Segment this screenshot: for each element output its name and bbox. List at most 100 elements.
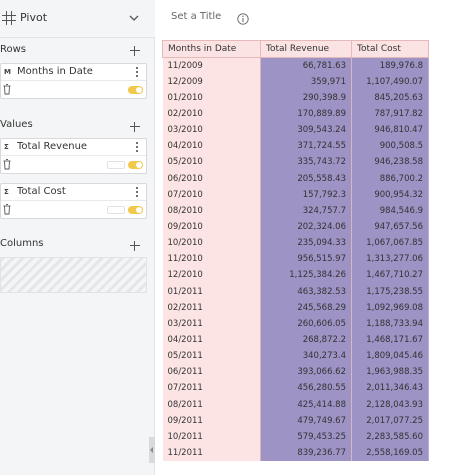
- row-dimension-cell: 04/2010: [162, 138, 261, 155]
- row-dimension-cell: 07/2010: [162, 186, 261, 203]
- table-row: 06/2010 205,558.43 886,700.2: [162, 170, 429, 187]
- table-row: 11/2010 956,515.97 1,313,277.06: [162, 251, 429, 268]
- table-row: 03/2011 260,606.05 1,188,733.94: [162, 315, 429, 332]
- row-dimension-cell: 01/2010: [162, 89, 261, 106]
- value-cell: 984,546.9: [351, 202, 429, 219]
- values-section-label: Values: [0, 119, 33, 130]
- row-dimension-cell: 09/2010: [162, 218, 261, 236]
- pivot-header[interactable]: Pivot: [0, 0, 155, 38]
- value-cell: 839,236.77: [260, 444, 352, 462]
- value-cell: 324,757.7: [260, 202, 352, 219]
- table-header-row: Months in Date Total Revenue Total Cost: [162, 40, 429, 58]
- chevron-down-icon[interactable]: [129, 14, 139, 22]
- row-field-months-in-date[interactable]: M Months in Date: [0, 63, 147, 99]
- trash-icon[interactable]: [3, 84, 11, 95]
- value-cell: 845,205.63: [351, 89, 429, 106]
- trash-icon[interactable]: [3, 204, 11, 215]
- table-row: 04/2011 268,872.2 1,468,171.67: [162, 331, 429, 349]
- value-cell: 157,792.3: [260, 186, 352, 203]
- format-box[interactable]: [107, 161, 125, 169]
- toggle-switch[interactable]: [128, 206, 143, 214]
- row-dimension-cell: 02/2010: [162, 105, 261, 123]
- value-cell: 335,743.72: [260, 154, 352, 171]
- row-dimension-cell: 09/2011: [162, 412, 261, 429]
- value-field-total-cost[interactable]: Σ Total Cost: [0, 183, 147, 219]
- table-row: 02/2010 170,889.89 787,917.82: [162, 105, 429, 123]
- table-row: 02/2011 245,568.29 1,092,969.08: [162, 299, 429, 316]
- row-dimension-cell: 01/2011: [162, 283, 261, 300]
- value-cell: 170,889.89: [260, 105, 352, 123]
- table-row: 11/2009 66,781.63 189,976.8: [162, 57, 429, 74]
- toggle-switch[interactable]: [128, 86, 143, 94]
- row-dimension-cell: 03/2010: [162, 122, 261, 139]
- value-cell: 1,313,277.06: [351, 251, 429, 268]
- value-cell: 205,558.43: [260, 170, 352, 187]
- table-row: 09/2011 479,749.67 2,017,077.25: [162, 412, 429, 429]
- table-row: 12/2009 359,971 1,107,490.07: [162, 73, 429, 90]
- row-dimension-cell: 10/2011: [162, 428, 261, 445]
- value-cell: 946,238.58: [351, 154, 429, 171]
- value-cell: 886,700.2: [351, 170, 429, 187]
- table-row: 08/2011 425,414.88 2,128,043.93: [162, 396, 429, 413]
- table-row: 10/2010 235,094.33 1,067,067.85: [162, 235, 429, 252]
- row-dimension-cell: 05/2011: [162, 348, 261, 365]
- add-value-plus-icon[interactable]: [130, 122, 140, 132]
- value-cell: 2,558,169.05: [351, 444, 429, 462]
- columns-section-label: Columns: [0, 238, 44, 249]
- value-cell: 463,382.53: [260, 283, 352, 300]
- kebab-menu-icon[interactable]: [134, 67, 140, 78]
- value-cell: 900,954.32: [351, 186, 429, 203]
- set-title-input[interactable]: Set a Title: [171, 11, 222, 22]
- table-row: 06/2011 393,066.62 1,963,988.35: [162, 364, 429, 381]
- value-cell: 1,188,733.94: [351, 315, 429, 332]
- value-cell: 371,724.55: [260, 138, 352, 155]
- format-box[interactable]: [107, 206, 125, 214]
- row-dimension-cell: 08/2010: [162, 202, 261, 219]
- panel-collapse-handle[interactable]: [149, 437, 155, 463]
- value-field-total-revenue[interactable]: Σ Total Revenue: [0, 138, 147, 174]
- value-cell: 235,094.33: [260, 235, 352, 252]
- info-icon[interactable]: [237, 13, 249, 25]
- value-cell: 245,568.29: [260, 299, 352, 316]
- value-cell: 456,280.55: [260, 380, 352, 397]
- value-cell: 268,872.2: [260, 331, 352, 349]
- rows-section-label: Rows: [0, 44, 27, 55]
- add-row-plus-icon[interactable]: [130, 46, 140, 56]
- table-row: 05/2010 335,743.72 946,238.58: [162, 154, 429, 171]
- kebab-menu-icon[interactable]: [134, 187, 140, 198]
- value-cell: 340,273.4: [260, 348, 352, 365]
- title-bar: Set a Title: [156, 0, 450, 38]
- value-cell: 359,971: [260, 73, 352, 90]
- value-cell: 579,453.25: [260, 428, 352, 445]
- column-header[interactable]: Months in Date: [162, 40, 261, 58]
- row-dimension-cell: 11/2011: [162, 444, 261, 462]
- table-row: 04/2010 371,724.55 900,508.5: [162, 138, 429, 155]
- value-cell: 956,515.97: [260, 251, 352, 268]
- column-header[interactable]: Total Revenue: [260, 40, 352, 58]
- trash-icon[interactable]: [3, 159, 11, 170]
- value-cell: 787,917.82: [351, 105, 429, 123]
- row-dimension-cell: 11/2009: [162, 57, 261, 74]
- value-cell: 260,606.05: [260, 315, 352, 332]
- field-name: Total Cost: [17, 186, 66, 197]
- row-dimension-cell: 03/2011: [162, 315, 261, 332]
- kebab-menu-icon[interactable]: [134, 142, 140, 153]
- value-cell: 202,324.06: [260, 218, 352, 236]
- pivot-title: Pivot: [20, 11, 48, 24]
- columns-drop-zone[interactable]: [0, 257, 147, 293]
- value-cell: 1,125,384.26: [260, 267, 352, 284]
- field-name: Total Revenue: [17, 141, 88, 152]
- pivot-table: Months in Date Total Revenue Total Cost …: [162, 40, 429, 462]
- column-header[interactable]: Total Cost: [351, 40, 429, 58]
- table-row: 08/2010 324,757.7 984,546.9: [162, 202, 429, 219]
- row-dimension-cell: 02/2011: [162, 299, 261, 316]
- add-column-plus-icon[interactable]: [130, 241, 140, 251]
- row-dimension-cell: 05/2010: [162, 154, 261, 171]
- value-cell: 479,749.67: [260, 412, 352, 429]
- sum-badge: Σ: [4, 143, 9, 151]
- value-cell: 2,011,346.43: [351, 380, 429, 397]
- row-dimension-cell: 10/2010: [162, 235, 261, 252]
- toggle-switch[interactable]: [128, 161, 143, 169]
- row-dimension-cell: 08/2011: [162, 396, 261, 413]
- value-cell: 1,175,238.55: [351, 283, 429, 300]
